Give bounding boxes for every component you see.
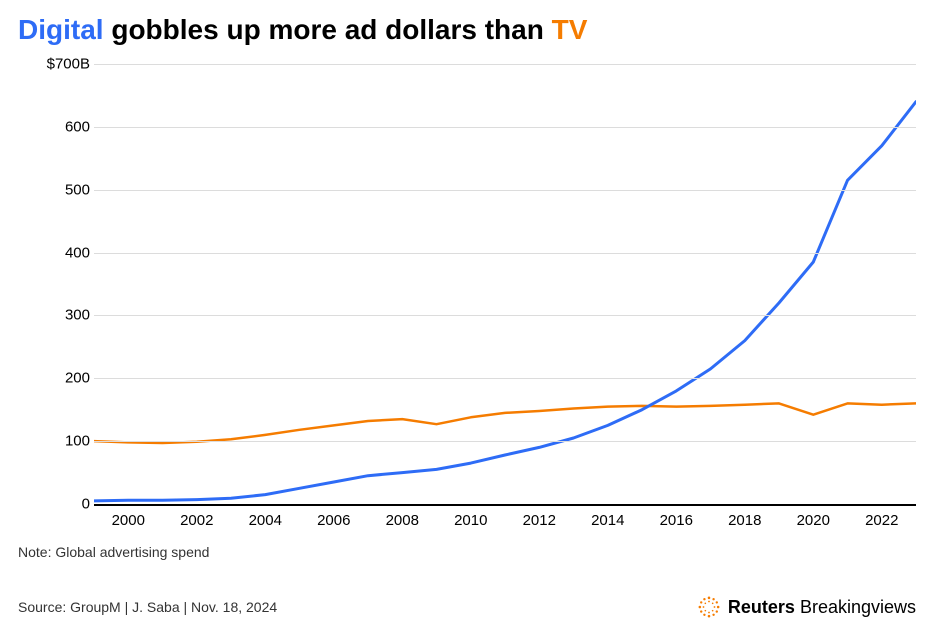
x-axis-label: 2014 [591, 512, 624, 529]
x-axis-label: 2012 [523, 512, 556, 529]
grid-line [94, 315, 916, 316]
x-axis-label: 2016 [660, 512, 693, 529]
reuters-dots-icon [698, 596, 720, 618]
x-axis-label: 2010 [454, 512, 487, 529]
x-axis-label: 2018 [728, 512, 761, 529]
grid-line [94, 253, 916, 254]
x-axis-label: 2022 [865, 512, 898, 529]
chart-area: 0100200300400500600$700B2000200220042006… [18, 64, 916, 530]
y-axis-label: 100 [65, 433, 90, 450]
title-highlight-digital: Digital [18, 14, 104, 45]
grid-line [94, 64, 916, 65]
y-axis-label: $700B [47, 56, 90, 73]
source-text: Source: GroupM | J. Saba | Nov. 18, 2024 [18, 599, 277, 615]
x-axis-label: 2006 [317, 512, 350, 529]
x-axis-label: 2008 [386, 512, 419, 529]
chart-note: Note: Global advertising spend [18, 544, 916, 560]
x-axis-label: 2004 [249, 512, 282, 529]
brand-logo: Reuters Breakingviews [698, 596, 916, 618]
x-axis-label: 2020 [797, 512, 830, 529]
line-plot [94, 64, 916, 504]
x-axis-label: 2000 [112, 512, 145, 529]
y-axis-label: 600 [65, 118, 90, 135]
y-axis-label: 300 [65, 307, 90, 324]
y-axis-label: 200 [65, 370, 90, 387]
footer: Source: GroupM | J. Saba | Nov. 18, 2024… [18, 596, 916, 618]
y-axis-label: 500 [65, 181, 90, 198]
grid-line [94, 441, 916, 442]
y-axis-label: 400 [65, 244, 90, 261]
chart-title: Digital gobbles up more ad dollars than … [18, 14, 916, 46]
brand-light: Breakingviews [795, 597, 916, 617]
title-highlight-tv: TV [552, 14, 588, 45]
title-mid: gobbles up more ad dollars than [104, 14, 552, 45]
series-line-tv [94, 403, 916, 443]
grid-line [94, 190, 916, 191]
y-axis-label: 0 [82, 496, 90, 513]
brand-bold: Reuters [728, 597, 795, 617]
grid-line [94, 378, 916, 379]
x-axis-label: 2002 [180, 512, 213, 529]
x-axis [94, 504, 916, 506]
grid-line [94, 127, 916, 128]
brand-text: Reuters Breakingviews [728, 597, 916, 618]
